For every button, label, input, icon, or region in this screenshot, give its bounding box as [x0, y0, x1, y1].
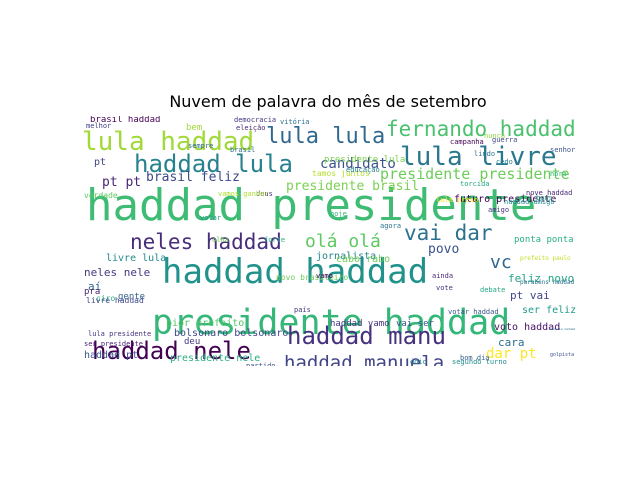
word-29: haddad pt: [84, 350, 138, 361]
word-66: hora: [550, 170, 567, 178]
word-23: neles nele: [84, 266, 150, 279]
word-63: cedo: [496, 158, 513, 166]
word-36: bolsonaro bolsonaro: [174, 328, 288, 339]
word-88: vamo: [316, 272, 333, 280]
word-2: haddad haddad: [162, 252, 428, 292]
word-32: voto haddad: [494, 322, 560, 333]
word-59: torcida: [460, 180, 490, 188]
word-28: pior prefeito: [166, 318, 244, 329]
word-43: bem: [186, 123, 202, 133]
word-70: segundo turno: [452, 358, 507, 366]
word-40: haddad vamo: [330, 319, 390, 329]
word-39: brasil haddad: [90, 116, 160, 125]
word-50: deu: [184, 337, 200, 347]
word-84: bom dia: [460, 354, 490, 362]
word-49: livre haddad: [86, 296, 144, 305]
word-3: lula haddad: [82, 127, 254, 157]
word-24: aí: [88, 280, 101, 293]
word-77: partido: [246, 362, 276, 366]
word-93: vitória: [280, 118, 310, 126]
word-80: votar: [200, 214, 221, 222]
word-34: ponta ponta: [514, 235, 574, 245]
word-6: haddad nele: [92, 337, 251, 365]
word-65: bons: [536, 194, 553, 202]
word-37: cabo rabo: [336, 254, 390, 265]
word-25: cara: [498, 336, 525, 349]
word-54: educação: [346, 166, 380, 174]
word-94: país: [294, 306, 311, 314]
word-35: jornalista: [316, 251, 376, 262]
word-51: povo brasileiro: [276, 273, 348, 282]
word-73: hoje: [330, 210, 347, 218]
word-7: haddad manu: [287, 322, 446, 350]
word-20: pt pt: [102, 175, 141, 190]
word-61: nunca: [484, 132, 505, 140]
word-41: vai ser: [396, 319, 435, 329]
word-12: haddad manuela: [284, 352, 444, 366]
word-87: sempre: [188, 142, 213, 150]
word-38: presidente lula: [324, 155, 405, 165]
word-18: brasil feliz: [146, 170, 240, 185]
word-74: brasil: [230, 146, 255, 154]
word-21: povo: [428, 242, 459, 257]
word-52: prefeito paulo: [520, 255, 571, 262]
word-8: lula lula: [266, 124, 385, 149]
word-22: feliz novo: [508, 272, 574, 285]
word-47: ciro: [96, 294, 115, 303]
word-0: haddad presidente: [86, 180, 536, 231]
word-44: verdade: [84, 191, 118, 200]
word-91: vote: [436, 284, 453, 292]
word-53: parabéns haddad: [520, 279, 575, 286]
word-13: olá olá: [305, 231, 381, 252]
word-60: campanha: [450, 138, 484, 146]
word-90: votar haddad: [448, 308, 499, 316]
word-14: vc: [490, 252, 512, 273]
chart-title: Nuvem de palavra do mês de setembro: [169, 92, 487, 111]
word-45: tamos juntos: [312, 169, 370, 178]
word-16: candidato: [320, 156, 396, 172]
word-9: fernando haddad: [386, 117, 576, 141]
word-72: haddad amigo: [504, 198, 555, 206]
word-82: agora: [380, 222, 401, 230]
word-81: olha: [212, 236, 229, 244]
word-69: golpista: [550, 352, 574, 358]
word-33: futuro presidente: [454, 194, 556, 205]
word-5: haddad lula: [134, 150, 293, 178]
word-4: lula livre: [400, 142, 557, 172]
word-92: debate: [480, 286, 505, 294]
word-46: gente: [118, 292, 145, 302]
word-64: amigo: [488, 206, 509, 214]
word-78: melhor: [86, 122, 111, 130]
word-56: eleição: [236, 124, 266, 132]
word-79: lula presidente: [88, 330, 151, 338]
word-62: lindo: [474, 150, 495, 158]
word-85: vamos ganhar: [218, 190, 269, 198]
word-55: democracia: [234, 116, 276, 124]
word-75: deus: [256, 190, 273, 198]
word-67: ser presidente: [84, 340, 143, 348]
word-58: lula preso: [436, 196, 478, 204]
word-42: pt: [94, 157, 106, 168]
word-48: pra: [84, 287, 100, 297]
word-10: neles haddad: [130, 230, 282, 254]
word-86: senhor: [550, 146, 575, 154]
word-19: presidente brasil: [286, 179, 419, 194]
word-57: guerra: [492, 136, 517, 144]
word-71: nove haddad: [526, 189, 572, 197]
word-26: pt vai: [510, 289, 550, 302]
word-27: livre lula: [106, 253, 166, 264]
word-1: presidente haddad: [152, 303, 510, 343]
word-17: dar pt: [486, 346, 537, 362]
word-30: presidente nele: [170, 353, 260, 364]
word-76: forte: [264, 236, 285, 244]
word-89: ódio: [410, 358, 427, 366]
word-11: vai dar: [404, 221, 493, 245]
word-68: manuela haddad: [550, 327, 575, 331]
word-31: ser feliz: [522, 305, 576, 316]
word-15: presidente presidente: [380, 165, 570, 183]
word-83: ainda: [432, 272, 453, 280]
